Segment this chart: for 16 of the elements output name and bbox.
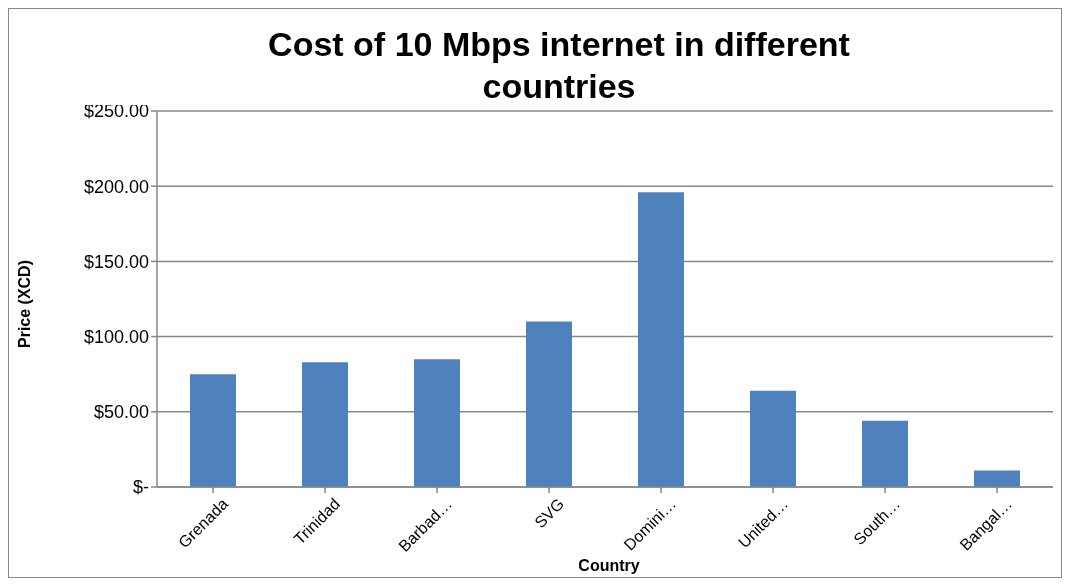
- bar: [974, 470, 1020, 487]
- y-axis-title: Price (XCD): [16, 259, 34, 349]
- y-tick-label: $200.00: [83, 176, 149, 197]
- x-axis-title: Country: [577, 557, 641, 575]
- bar: [638, 192, 684, 487]
- bar: [302, 362, 348, 487]
- bar: [862, 420, 908, 487]
- y-tick-label: $150.00: [83, 251, 149, 272]
- bar: [750, 390, 796, 487]
- y-tick-label: $-: [132, 477, 149, 498]
- bar: [414, 359, 460, 487]
- bar: [190, 374, 236, 487]
- y-tick-label: $100.00: [83, 326, 149, 347]
- y-tick-label: $50.00: [93, 402, 149, 423]
- chart-title: Cost of 10 Mbps internet in different countries: [267, 24, 851, 107]
- bar: [526, 321, 572, 487]
